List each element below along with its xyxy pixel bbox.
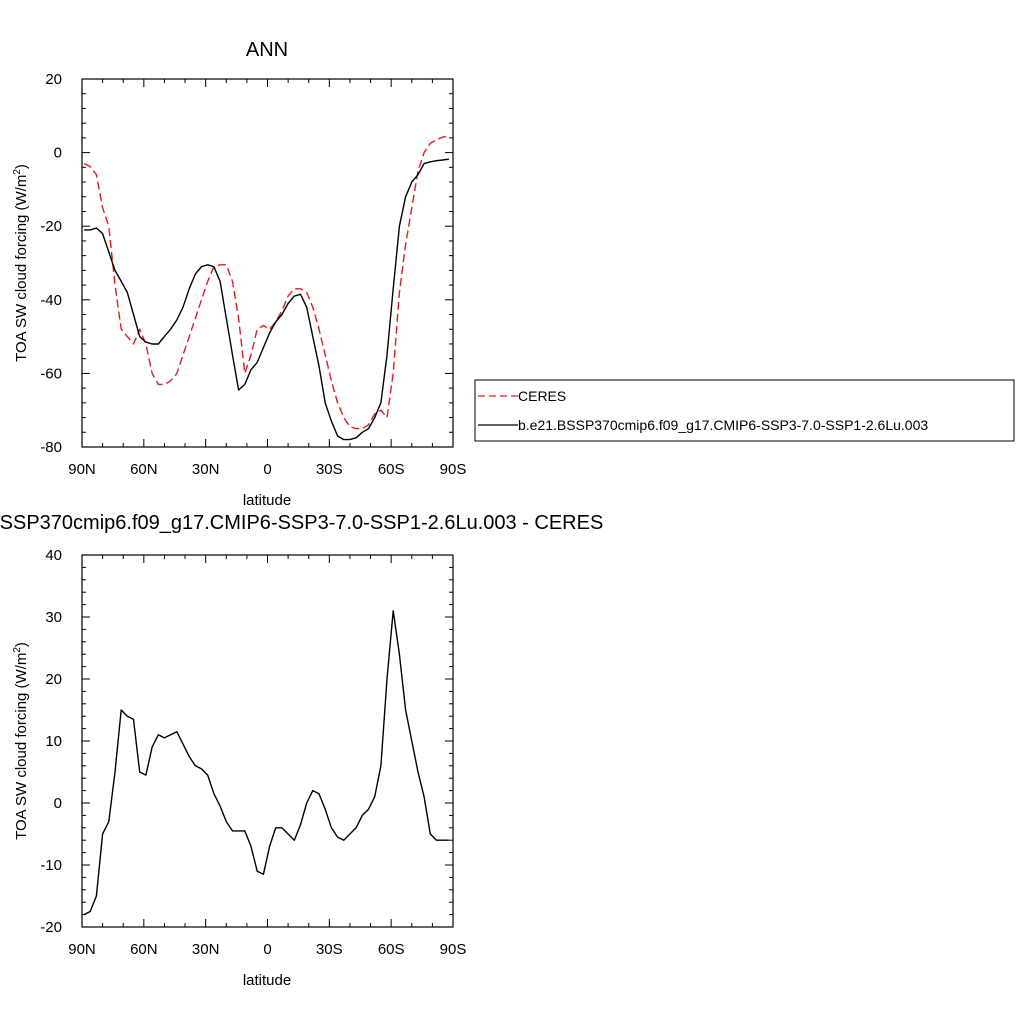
top-ytick-label: -40 xyxy=(40,292,62,309)
top-chart-ticks: 90N 60N 30N 0 30S 60S 90S -80 -60 -40 -20 0 20 xyxy=(40,71,466,478)
bottom-chart-xlabel: latitude xyxy=(243,972,291,989)
bottom-xtick-label: 0 xyxy=(263,941,271,958)
bottom-ytick-label: 20 xyxy=(45,671,62,688)
bottom-chart-series xyxy=(83,610,449,916)
top-ylabel-main: TOA SW cloud forcing (W/m xyxy=(13,175,30,362)
legend-box xyxy=(474,379,1015,442)
bottom-chart-frame xyxy=(81,554,454,928)
top-chart-ylabel: TOA SW cloud forcing (W/m2) xyxy=(12,164,30,362)
top-xtick-label: 90N xyxy=(68,461,96,478)
top-ytick-label: 20 xyxy=(45,71,62,88)
bottom-chart-title: b.e21.BSSP370cmip6.f09_g17.CMIP6-SSP3-7.… xyxy=(0,512,603,534)
bottom-ylabel-main: TOA SW cloud forcing (W/m xyxy=(13,653,30,840)
bottom-xtick-label: 90N xyxy=(68,941,96,958)
bottom-ytick-label: -10 xyxy=(40,857,62,874)
bottom-xtick-label: 60N xyxy=(130,941,158,958)
bottom-series-line-model xyxy=(83,610,449,916)
bottom-xtick-label: 30N xyxy=(192,941,220,958)
top-xtick-label: 60S xyxy=(378,461,405,478)
top-xtick-label: 0 xyxy=(263,461,271,478)
bottom-ytick-label: -20 xyxy=(40,919,62,936)
top-ylabel-sup: 2 xyxy=(12,169,23,175)
bottom-ytick-label: 10 xyxy=(45,733,62,750)
top-xtick-label: 90S xyxy=(440,461,467,478)
legend-label-model: b.e21.BSSP370cmip6.f09_g17.CMIP6-SSP3-7.… xyxy=(518,417,928,433)
bottom-xtick-label: 30S xyxy=(316,941,343,958)
top-ytick-label: -80 xyxy=(40,439,62,456)
bottom-ytick-label: 30 xyxy=(45,609,62,626)
bottom-ytick-label: 0 xyxy=(54,795,62,812)
top-xtick-label: 30S xyxy=(316,461,343,478)
top-chart-title: ANN xyxy=(246,39,288,61)
top-chart-xlabel: latitude xyxy=(243,492,291,509)
bottom-ytick-label: 40 xyxy=(45,547,62,564)
bottom-ylabel-sup: 2 xyxy=(12,647,23,653)
legend: CERES b.e21.BSSP370cmip6.f09_g17.CMIP6-S… xyxy=(474,379,1015,442)
top-xtick-label: 30N xyxy=(192,461,220,478)
legend-label-ceres: CERES xyxy=(518,388,566,404)
top-ytick-label: -60 xyxy=(40,365,62,382)
bottom-chart-ylabel: TOA SW cloud forcing (W/m2) xyxy=(12,642,30,840)
bottom-chart: b.e21.BSSP370cmip6.f09_g17.CMIP6-SSP3-7.… xyxy=(0,512,603,989)
bottom-xtick-label: 60S xyxy=(378,941,405,958)
top-xtick-label: 60N xyxy=(130,461,158,478)
bottom-ylabel-close: ) xyxy=(13,642,30,647)
bottom-xtick-label: 90S xyxy=(440,941,467,958)
bottom-chart-ticks: 90N 60N 30N 0 30S 60S 90S -20 -10 0 10 20 30 40 xyxy=(40,547,466,958)
top-series-line-model xyxy=(84,158,449,441)
top-chart: ANN 90N 60N 30N 0 30S 60S 90S -80 -60 -40 -20 0 20 l… xyxy=(12,39,466,509)
top-chart-frame xyxy=(81,78,454,448)
top-ytick-label: 0 xyxy=(54,145,62,162)
top-ylabel-close: ) xyxy=(13,164,30,169)
top-ytick-label: -20 xyxy=(40,218,62,235)
top-chart-series xyxy=(83,135,450,441)
